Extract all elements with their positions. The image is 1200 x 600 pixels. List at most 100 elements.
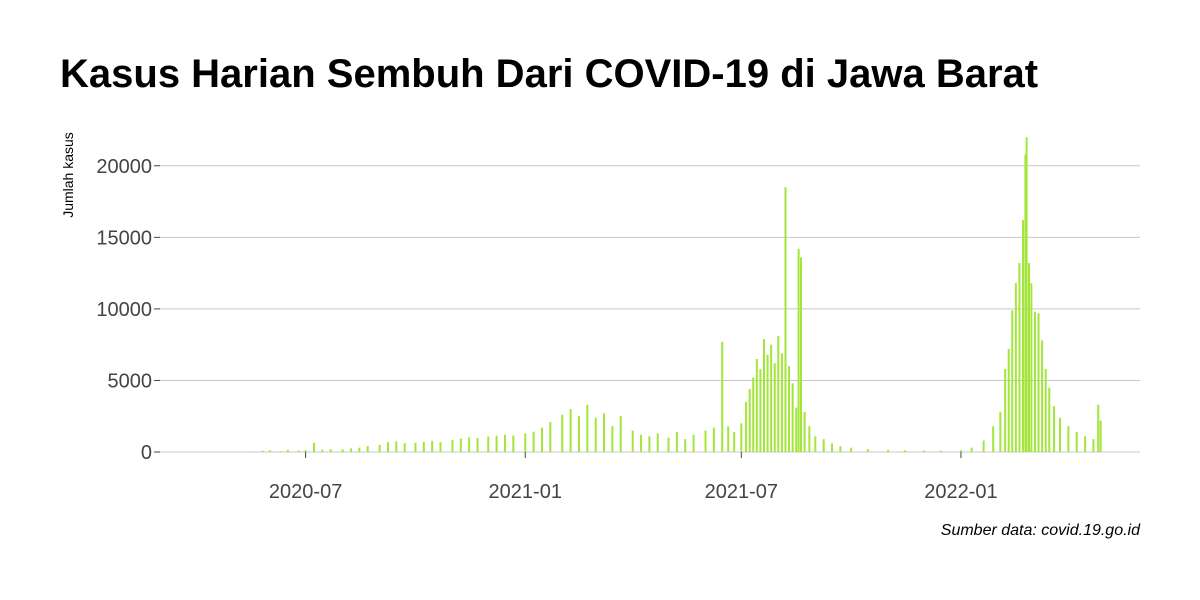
bar-0-88 [992,426,995,452]
bar-0-31 [532,431,535,452]
bar-0-100 [1033,311,1036,452]
bar-0-72 [800,257,802,452]
x-tick-label-1: 2021-01 [489,481,562,503]
bar-0-0 [248,451,251,452]
bar-0-68 [788,366,791,452]
bar-0-33 [549,421,552,452]
bar-0-101 [1037,313,1040,452]
bar-0-91 [1007,348,1010,452]
bar-0-69 [791,383,794,452]
bar-0-87 [982,440,985,452]
y-tick-label-0: 0 [141,442,152,464]
bar-0-70 [795,407,798,452]
bar-0-107 [1067,426,1070,452]
bar-0-23 [459,438,462,452]
bar-0-102 [1041,340,1044,452]
bar-0-78 [839,446,842,452]
bar-0-30 [524,433,527,452]
bar-0-59 [755,358,758,452]
bar-0-19 [422,441,425,452]
bar-0-11 [349,448,352,452]
bar-0-47 [675,431,678,452]
bar-0-10 [341,449,344,452]
bar-0-26 [487,436,490,452]
bar-0-12 [358,447,361,452]
source-caption: Sumber data: covid.19.go.id [940,522,1140,539]
bar-0-25 [476,437,479,452]
bar-0-18 [414,442,417,452]
bar-0-29 [512,435,515,452]
bar-0-58 [752,377,755,452]
bar-0-6 [304,450,307,452]
bar-0-66 [780,353,783,452]
bar-0-111 [1097,404,1100,452]
bar-0-3 [279,451,282,452]
bar-0-65 [777,336,780,452]
bar-0-5 [297,450,300,452]
bar-0-105 [1053,406,1056,452]
bar-0-85 [959,450,962,452]
bar-0-103 [1044,369,1047,452]
bar-0-38 [594,417,597,452]
bar-0-37 [586,404,589,452]
x-tick-label-3: 2022-01 [924,481,997,503]
bar-0-7 [312,442,315,452]
grid-lines [160,165,1140,453]
y-tick-label-2: 10000 [96,299,152,321]
bar-0-92 [1011,310,1014,452]
bar-0-48 [684,439,687,452]
bar-0-39 [603,413,606,452]
bar-0-79 [850,447,853,452]
bar-0-27 [495,435,498,452]
bar-0-82 [903,450,906,452]
bar-0-40 [611,426,614,452]
bar-0-83 [922,450,925,452]
bar-0-52 [721,341,724,452]
bar-0-49 [692,434,695,452]
bar-0-104 [1048,387,1051,452]
bar-0-112 [1099,420,1102,452]
bar-0-55 [740,423,743,452]
bar-0-43 [640,434,643,452]
bar-0-75 [814,436,817,452]
bar-0-56 [745,401,748,452]
bar-0-106 [1059,417,1062,452]
bar-0-97 [1025,137,1028,452]
bar-0-94 [1018,263,1021,452]
bar-0-81 [887,449,890,452]
bar-0-45 [656,433,659,452]
bar-0-41 [619,416,622,452]
bar-0-67 [784,187,787,453]
bar-0-50 [704,430,707,452]
bar-series [248,137,1102,453]
bar-0-34 [561,414,564,452]
bar-0-90 [1004,369,1007,452]
bar-0-36 [577,416,580,452]
y-tick-label-4: 20000 [96,156,152,178]
bar-0-86 [970,447,973,452]
bar-0-16 [395,441,398,452]
bar-0-46 [667,437,670,452]
bar-0-9 [329,449,332,452]
bar-0-24 [468,437,471,452]
bar-0-99 [1030,283,1033,452]
x-tick-label-0: 2020-07 [269,481,342,503]
bar-0-71 [797,248,800,452]
bar-0-54 [733,431,736,452]
bar-0-98 [1027,263,1030,452]
bar-0-20 [431,440,434,452]
y-axis-label: Jumlah kasus [60,132,76,218]
bar-0-76 [822,439,825,452]
y-tick-label-3: 15000 [96,227,152,249]
x-axis-ticks: 2020-07 2021-01 2021-07 2022-01 [269,452,998,503]
bar-0-62 [766,354,769,452]
bar-0-17 [403,443,406,452]
bar-0-74 [808,426,811,452]
x-tick-label-2: 2021-07 [705,481,778,503]
bar-0-89 [999,411,1002,452]
bar-0-57 [748,389,751,452]
bar-0-73 [803,411,806,452]
bar-0-95 [1022,220,1025,452]
bar-0-15 [386,442,389,452]
y-tick-label-1: 5000 [108,370,153,392]
